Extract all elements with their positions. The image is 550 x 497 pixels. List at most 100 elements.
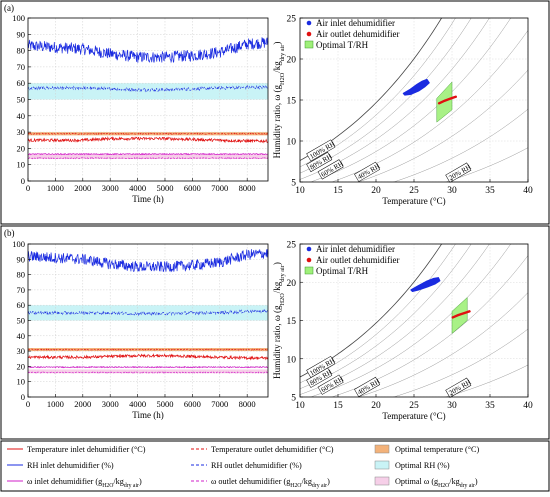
- panel-b-tag: (b): [4, 228, 15, 238]
- panel-b-frame: [0, 225, 550, 440]
- band-2: [28, 154, 268, 159]
- rh-curve-60: [309, 244, 512, 397]
- ytick-label: 15: [287, 317, 297, 327]
- band-0: [28, 305, 268, 321]
- rh-curve-20: [444, 147, 528, 182]
- xtick-label: 4000: [129, 183, 146, 193]
- ytick-label: 15: [287, 97, 297, 107]
- y-axis-label: Humidity ratio, ω (gH2O/kgdry air): [272, 262, 286, 379]
- x-axis-label: Temperature (°C): [382, 411, 445, 421]
- xtick-label: 40: [523, 186, 533, 196]
- rh-curve-90: [300, 244, 456, 384]
- legend-optimal-marker: [304, 40, 314, 49]
- legend-outlet-label: Air outlet dehumidifier: [316, 255, 399, 265]
- b-time-series-0: [27, 249, 269, 273]
- b-time-series-4: [28, 365, 269, 369]
- ytick-label: 10: [287, 355, 297, 365]
- ytick-label: 20: [287, 279, 297, 289]
- rh-curve-80: [300, 244, 472, 389]
- rh-label-box: [445, 162, 472, 183]
- legend-outlet-marker: [306, 31, 312, 37]
- ytick-label: 10: [17, 160, 26, 170]
- ytick-label: 30: [17, 127, 26, 137]
- rh-curve-100: [300, 244, 443, 378]
- legend-inlet-marker: [306, 246, 312, 252]
- legend-optimal-label: Optimal T/RH: [316, 40, 369, 50]
- xtick-label: 30: [447, 186, 457, 196]
- ytick-label: 40: [17, 111, 26, 121]
- rh-label-20: 20% RH: [445, 162, 473, 183]
- ytick-label: 60: [17, 300, 26, 310]
- ytick-label: 80: [17, 46, 26, 56]
- legend-label-7: ω outlet dehumidifier (gH2O/kgdry air): [211, 477, 330, 489]
- x-axis-label: Time (h): [132, 410, 163, 420]
- xtick-label: 35: [485, 401, 495, 411]
- rh-curve-90: [300, 18, 456, 168]
- legend-optimal-label: Optimal T/RH: [316, 266, 369, 276]
- xtick-label: 6000: [184, 399, 201, 409]
- legend-outlet-label: Air outlet dehumidifier: [316, 29, 399, 39]
- ytick-label: 20: [17, 361, 26, 371]
- inlet-cluster: [402, 78, 430, 96]
- rh-curve-100: [300, 18, 443, 161]
- x-axis-label: Time (h): [132, 194, 163, 204]
- ytick-label: 0: [21, 392, 25, 402]
- legend-label-1: Temperature outlet dehumidifier (°C): [211, 445, 334, 454]
- ytick-label: 5: [291, 394, 296, 404]
- legend-outlet-marker: [306, 257, 312, 263]
- ytick-label: 25: [287, 241, 297, 251]
- ytick-label: 10: [287, 138, 297, 148]
- xtick-label: 1000: [47, 183, 64, 193]
- inlet-cluster: [410, 277, 441, 293]
- xtick-label: 15: [333, 401, 343, 411]
- legend-inlet-marker: [306, 20, 312, 26]
- xtick-label: 1000: [47, 399, 64, 409]
- legend-marker-5: [374, 460, 390, 470]
- ytick-label: 60: [17, 78, 26, 88]
- rh-curve-30: [392, 108, 528, 182]
- xtick-label: 5000: [156, 183, 173, 193]
- xtick-label: 2000: [74, 399, 91, 409]
- legend-frame: [0, 440, 550, 492]
- xtick-label: 35: [485, 186, 495, 196]
- ytick-label: 70: [17, 285, 26, 295]
- a-time-series-0: [27, 37, 269, 64]
- ytick-label: 20: [287, 56, 297, 66]
- panel-a-frame: [0, 0, 550, 225]
- ytick-label: 50: [17, 95, 26, 105]
- rh-curve-60: [309, 18, 512, 182]
- ytick-label: 90: [17, 29, 26, 39]
- xtick-label: 3000: [102, 399, 119, 409]
- rh-label-box: [317, 159, 344, 180]
- band-2: [28, 369, 268, 374]
- legend-inlet-label: Air inlet dehumidifier: [316, 18, 395, 28]
- ytick-label: 0: [21, 176, 25, 186]
- legend-marker-8: [374, 476, 390, 486]
- rh-label-box: [354, 161, 381, 182]
- legend-label-8: Optimal ω (gH2O/kgdry air): [395, 477, 478, 489]
- ytick-label: 40: [17, 331, 26, 341]
- a-time-series-1: [27, 84, 269, 93]
- rh-label-box: [306, 139, 336, 162]
- rh-label-40: 40% RH: [354, 161, 381, 182]
- y-axis-label: Humidity ratio, ω (gH2O/kgdry air): [272, 42, 286, 159]
- xtick-label: 10: [295, 401, 305, 411]
- xtick-label: 7000: [211, 183, 228, 193]
- xtick-label: 10: [295, 186, 305, 196]
- xtick-label: 0: [26, 183, 30, 193]
- plot-inner: [300, 244, 528, 397]
- legend-label-5: Optimal RH (%): [395, 461, 450, 470]
- legend-optimal-marker: [304, 266, 314, 275]
- b-time-series-2: [27, 348, 269, 351]
- ytick-label: 90: [17, 254, 26, 264]
- xtick-label: 20: [371, 186, 381, 196]
- a-time-series-3: [27, 136, 269, 144]
- legend-label-2: Optimal temperature (°C): [395, 445, 479, 454]
- rh-label-text: 20% RH: [447, 163, 472, 182]
- ytick-label: 10: [17, 377, 26, 387]
